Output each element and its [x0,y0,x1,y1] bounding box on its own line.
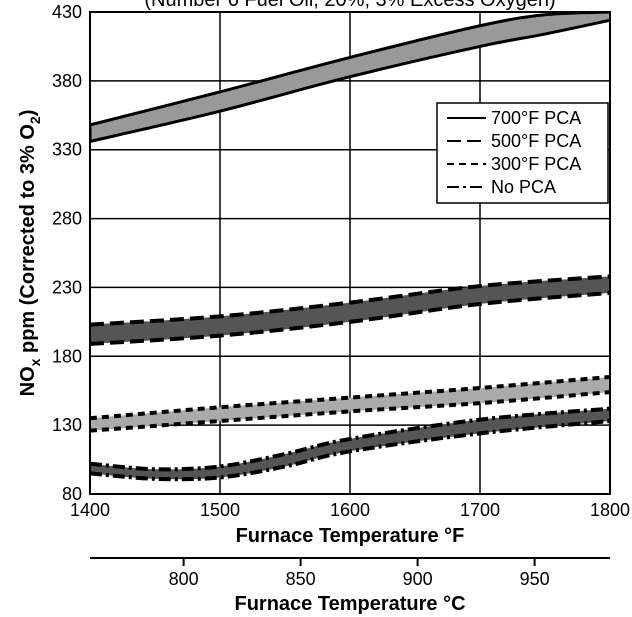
band-lower-line [90,290,610,346]
band-fill [90,408,610,480]
x-tick-label: 1800 [590,500,630,520]
y-tick-label: 130 [52,415,82,435]
band-upper-line [90,274,610,327]
series-band-0 [90,12,610,143]
legend-label: 500°F PCA [491,131,581,151]
band-lower-line [90,390,610,433]
legend: 700°F PCA 500°F PCA 300°F PCA No PCA [436,102,609,204]
y-tick-label: 430 [52,2,82,22]
y-tick-label: 380 [52,71,82,91]
band-lower-line [90,18,610,143]
x-axis-label: Furnace Temperature °F [236,525,465,547]
y-label-sub-2: 2 [27,116,43,124]
legend-label: 300°F PCA [491,154,581,174]
x-tick-label: 1500 [200,500,240,520]
y-tick-labels: 80 130 180 230 280 330 380 430 [52,2,82,504]
band-upper-line [90,12,610,127]
series-band-2 [90,374,610,433]
y-axis-label: NOx ppm (Corrected to 3% O2) [17,110,43,397]
series-band-1 [90,274,610,346]
band-upper-line [90,406,610,472]
x-tick-label: 1600 [330,500,370,520]
y-tick-label: 230 [52,277,82,297]
y-tick-label: 180 [52,346,82,366]
band-lower-line [90,419,610,482]
y-label-sub-x: x [27,358,43,366]
series-band-3 [90,406,610,482]
legend-label: 700°F PCA [491,108,581,128]
x2-tick-label: 850 [286,569,316,589]
series-bands [90,12,610,482]
y-label-rest: ppm (Corrected to 3% O [17,124,39,358]
x2-tick-label: 800 [169,569,199,589]
y-label-close: ) [17,110,39,117]
x2-axis-label: Furnace Temperature °C [234,593,465,615]
x2-tick-labels: 800 850 900 950 [169,558,550,589]
x2-tick-label: 900 [403,569,433,589]
chart-title: (Number 6 Fuel Oil, 20%, 3% Excess Oxyge… [144,0,555,11]
y-tick-label: 280 [52,209,82,229]
legend-label: No PCA [491,177,556,197]
y-label-no: NO [17,366,39,396]
plot-frame [89,11,611,495]
x-tick-label: 1700 [460,500,500,520]
x-tick-label: 1400 [70,500,110,520]
band-upper-line [90,374,610,421]
band-fill [90,376,610,431]
band-fill [90,276,610,344]
x-tick-labels: 1400 1500 1600 1700 1800 [70,500,630,520]
y-tick-label: 330 [52,140,82,160]
y-tick-label: 80 [62,484,82,504]
x2-tick-label: 950 [520,569,550,589]
